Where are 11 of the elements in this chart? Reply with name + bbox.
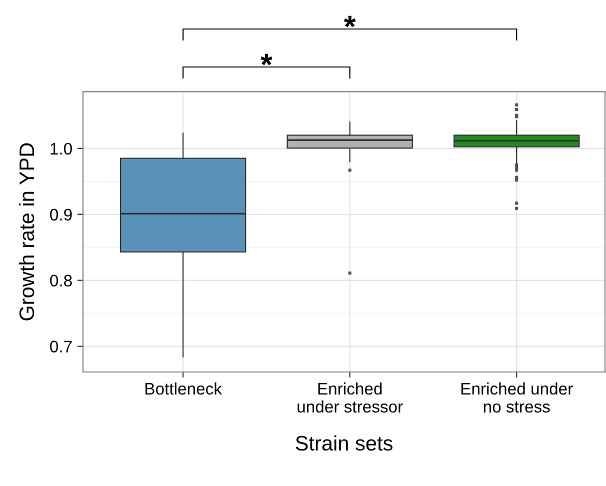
x-tick-label: Bottleneck xyxy=(146,382,222,395)
y-tick-label: 1.0 xyxy=(50,142,72,155)
text: * xyxy=(260,54,272,66)
y-tick-label: 0.8 xyxy=(50,274,72,287)
y-tick-label: 0.7 xyxy=(50,340,72,352)
y-tick-label: 0.9 xyxy=(50,208,72,221)
text: * xyxy=(344,16,356,28)
x-tick-label: Enriched under stressor xyxy=(298,382,403,413)
x-tick-label: Enriched under no stress xyxy=(461,382,573,413)
x-axis-title: Strain sets xyxy=(296,435,392,451)
y-axis-title: Growth rate in YPD xyxy=(18,143,34,320)
